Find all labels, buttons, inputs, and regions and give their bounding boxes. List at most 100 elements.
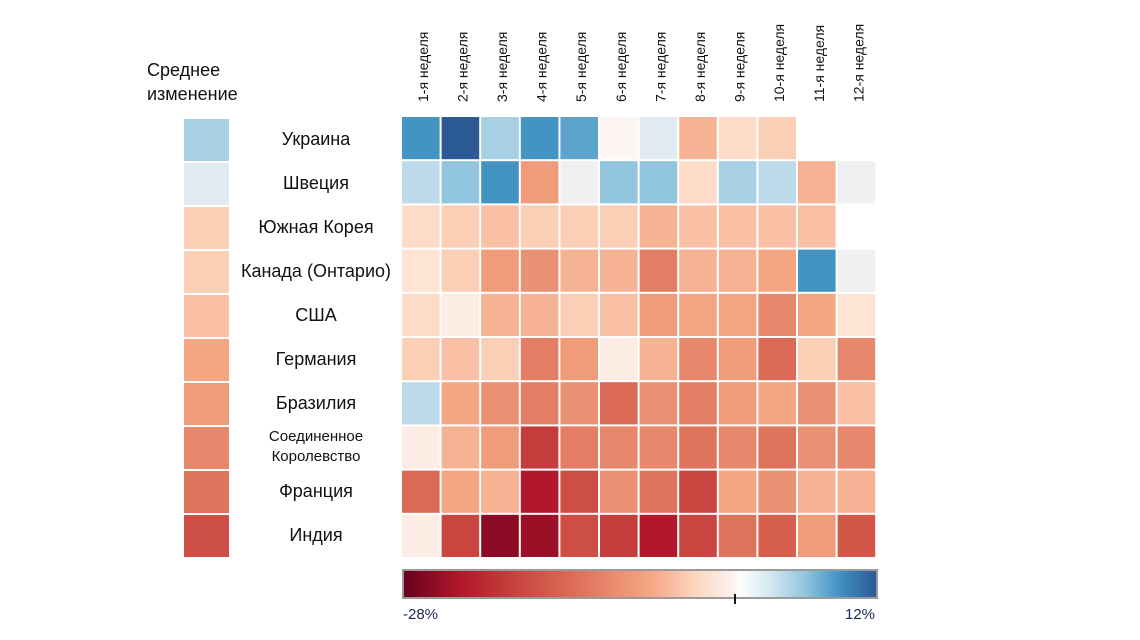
heatmap-cell-r3-w5 <box>560 205 598 248</box>
heatmap-cell-r7-w11 <box>798 382 836 425</box>
heatmap-cell-r7-w1 <box>402 382 440 425</box>
heatmap-cell-r8-w10 <box>758 426 796 469</box>
country-label: Германия <box>275 349 357 369</box>
average-change-cell <box>184 515 229 559</box>
heatmap-cell-r6-w5 <box>560 338 598 381</box>
heatmap-cell-r5-w10 <box>758 293 796 336</box>
heatmap-cell-r8-w11 <box>798 426 836 469</box>
heatmap-cell-r6-w12 <box>837 338 876 381</box>
heatmap-cell-r5-w7 <box>639 293 678 336</box>
heatmap-cell-r1-w10 <box>758 117 796 160</box>
color-scale-max-label: 12% <box>845 606 876 623</box>
country-label-line: Королевство <box>271 448 361 465</box>
heatmap-cell-r8-w1 <box>402 426 440 469</box>
heatmap-cell-r5-w8 <box>679 293 717 336</box>
heatmap-cell-r5-w6 <box>600 293 638 336</box>
country-label: Швеция <box>283 173 349 193</box>
average-change-cell <box>184 119 229 163</box>
heatmap-cell-r6-w1 <box>402 338 440 381</box>
heatmap-cell-r10-w9 <box>718 514 757 557</box>
average-change-cell <box>184 383 229 427</box>
heatmap-cell-r5-w1 <box>402 293 440 336</box>
heatmap-cell-r9-w6 <box>600 470 638 513</box>
heatmap-cell-r9-w1 <box>402 470 440 513</box>
heatmap-cell-r7-w10 <box>758 382 796 425</box>
heatmap-cell-r9-w3 <box>481 470 519 513</box>
heatmap-cell-r2-w2 <box>441 161 480 204</box>
heatmap-cell-r8-w6 <box>600 426 638 469</box>
heatmap-cell-r1-w1 <box>402 117 440 160</box>
heatmap-cell-r4-w5 <box>560 249 598 292</box>
country-label: Соединенное Королевство <box>232 425 400 469</box>
average-change-cell <box>184 339 229 383</box>
heatmap-cell-r8-w2 <box>441 426 480 469</box>
average-change-cell <box>184 471 229 515</box>
heatmap-cell-r9-w2 <box>441 470 480 513</box>
color-scale-zero-tick <box>734 594 736 604</box>
heatmap-cell-r6-w4 <box>520 338 559 381</box>
heatmap-cell-r3-w7 <box>639 205 678 248</box>
heatmap-cell-r3-w6 <box>600 205 638 248</box>
heatmap-cell-r8-w3 <box>481 426 519 469</box>
heatmap-cell-r2-w12 <box>837 161 876 204</box>
heatmap-cell-r9-w7 <box>639 470 678 513</box>
country-labels: Украина Швеция Южная Корея Канада (Онтарио)… <box>232 117 400 557</box>
heatmap-cell-r2-w7 <box>639 161 678 204</box>
heatmap-cell-r10-w3 <box>481 514 519 557</box>
average-title-line-1: Среднее <box>147 60 221 80</box>
heatmap-cell-r7-w12 <box>837 382 876 425</box>
heatmap-cell-r8-w4 <box>520 426 559 469</box>
average-change-legend-title: Среднее изменение <box>147 58 267 106</box>
heatmap-cell-r7-w8 <box>679 382 717 425</box>
heatmap-cell-r4-w7 <box>639 249 678 292</box>
heatmap-cell-r4-w3 <box>481 249 519 292</box>
country-label: Южная Корея <box>258 217 374 237</box>
heatmap-cell-r9-w11 <box>798 470 836 513</box>
heatmap-cell-r2-w4 <box>520 161 559 204</box>
heatmap-cell-r10-w6 <box>600 514 638 557</box>
heatmap-cell-r1-w9 <box>718 117 757 160</box>
heatmap-cell-r5-w4 <box>520 293 559 336</box>
heatmap-cell-r3-w4 <box>520 205 559 248</box>
heatmap-cell-r1-w8 <box>679 117 717 160</box>
country-label: Франция <box>279 481 353 501</box>
country-label-line: Соединенное <box>268 428 364 445</box>
column-header-week-4: 4-я неделя <box>534 32 550 102</box>
heatmap-cell-r7-w2 <box>441 382 480 425</box>
heatmap-cell-r10-w1 <box>402 514 440 557</box>
heatmap-cell-r10-w5 <box>560 514 598 557</box>
heatmap-cell-r3-w2 <box>441 205 480 248</box>
heatmap-cell-r8-w12 <box>837 426 876 469</box>
heatmap-cell-r7-w5 <box>560 382 598 425</box>
heatmap-cell-r7-w3 <box>481 382 519 425</box>
heatmap-cell-r3-w8 <box>679 205 717 248</box>
color-scale-min-label: -28% <box>403 606 439 623</box>
column-header-week-2: 2-я неделя <box>454 32 470 102</box>
heatmap-cell-r6-w10 <box>758 338 796 381</box>
column-header-week-11: 11-я неделя <box>811 25 827 102</box>
heatmap-cell-r5-w5 <box>560 293 598 336</box>
heatmap-cell-r10-w2 <box>441 514 480 557</box>
heatmap-cell-r10-w10 <box>758 514 796 557</box>
average-change-cell <box>184 427 229 471</box>
heatmap-cell-r3-w11 <box>798 205 836 248</box>
column-header-week-1: 1-я неделя <box>415 32 431 102</box>
heatmap-cell-r8-w5 <box>560 426 598 469</box>
country-label: Канада (Онтарио) <box>240 261 392 281</box>
heatmap-cell-r1-w4 <box>520 117 559 160</box>
heatmap-cell-r3-w10 <box>758 205 796 248</box>
average-change-cell <box>184 295 229 339</box>
heatmap-cell-r2-w5 <box>560 161 598 204</box>
heatmap-cell-r10-w8 <box>679 514 717 557</box>
heatmap-cell-r5-w9 <box>718 293 757 336</box>
heatmap-cell-r9-w12 <box>837 470 876 513</box>
heatmap-cell-r4-w11 <box>798 249 836 292</box>
column-header-week-3: 3-я неделя <box>494 32 510 102</box>
heatmap-cell-r8-w7 <box>639 426 678 469</box>
average-title-line-2: изменение <box>147 84 238 104</box>
heatmap-cell-r4-w2 <box>441 249 480 292</box>
heatmap-cell-r2-w9 <box>718 161 757 204</box>
column-header-week-12: 12-я неделя <box>850 24 866 102</box>
heatmap-cell-r1-w3 <box>481 117 519 160</box>
